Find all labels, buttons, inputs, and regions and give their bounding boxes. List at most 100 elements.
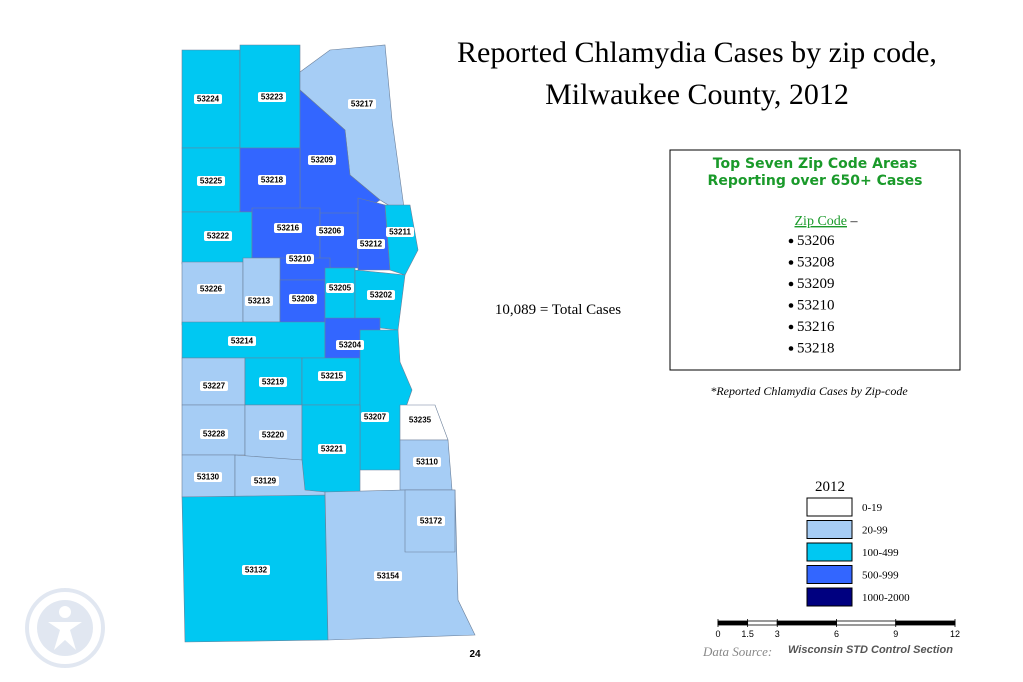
zip-label-bg xyxy=(242,565,270,575)
zip-label: 53110 xyxy=(416,458,438,467)
map: 53224 53223 53217 53209 53225 53218 53222 53216… xyxy=(181,44,476,643)
zip-area xyxy=(301,357,361,406)
box-heading: Top Seven Zip Code Areas xyxy=(713,156,917,172)
bullet xyxy=(788,324,794,330)
zip-label: 53216 xyxy=(277,224,300,233)
zip-label: 53205 xyxy=(329,284,352,293)
zip-label: 53130 xyxy=(197,473,220,482)
zip-label-bg xyxy=(348,99,376,109)
list-item: 53218 xyxy=(797,341,835,357)
zip-label: 53225 xyxy=(200,177,223,186)
zip-label-bg xyxy=(200,381,228,391)
scale-tick-label: 3 xyxy=(775,629,780,639)
dash: – xyxy=(850,214,859,229)
legend-label: 100-499 xyxy=(862,547,899,559)
legend-label: 500-999 xyxy=(862,570,899,582)
zip-label-bg xyxy=(367,290,395,300)
zip-area xyxy=(384,204,419,276)
zip-label: 53220 xyxy=(262,431,285,440)
zip-label: 53211 xyxy=(389,228,411,237)
data-source: Wisconsin STD Control Section xyxy=(788,644,953,656)
zip-label-bg xyxy=(228,336,256,346)
zip-label: 53132 xyxy=(245,566,268,575)
legend-title: 2012 xyxy=(815,479,845,495)
legend-swatch xyxy=(806,520,853,539)
legend-swatch xyxy=(806,497,853,517)
zip-label-bg xyxy=(259,377,287,387)
top-box xyxy=(669,149,961,371)
list-item: 53206 xyxy=(797,233,835,249)
total-cases: 10,089 = Total Cases xyxy=(495,302,621,318)
list-item: 53210 xyxy=(797,298,835,314)
zip-label: 53204 xyxy=(339,341,362,350)
scale-tick-label: 12 xyxy=(950,629,960,639)
zip-label-bg xyxy=(259,430,287,440)
zip-label-bg xyxy=(326,283,354,293)
zip-label-bg xyxy=(194,472,222,482)
bullet xyxy=(788,260,794,265)
zip-label-bg xyxy=(258,175,286,185)
zip-label-bg xyxy=(194,94,222,104)
zip-label: 53235 xyxy=(409,416,432,425)
zip-area xyxy=(251,207,321,261)
zip-label: 53210 xyxy=(289,255,312,264)
zip-label-bg xyxy=(274,223,302,233)
zip-label-bg xyxy=(318,444,346,454)
zip-area xyxy=(242,257,281,323)
zip-label-bg xyxy=(258,92,286,102)
logo xyxy=(25,588,105,668)
legend-label: 0-19 xyxy=(862,502,883,514)
zip-label: 53207 xyxy=(364,413,387,422)
scale-segment xyxy=(836,620,897,626)
zip-label: 53208 xyxy=(292,295,315,304)
zip-label: 53206 xyxy=(319,227,342,236)
data-source-label: Data Source: xyxy=(702,644,772,659)
zip-label: 53227 xyxy=(203,382,226,391)
zip-label-bg xyxy=(361,412,389,422)
zip-label: 53217 xyxy=(351,100,374,109)
zip-label: 53224 xyxy=(197,95,220,104)
zip-label-bg xyxy=(286,254,314,264)
bullet xyxy=(788,238,794,244)
scale-tick-label: 6 xyxy=(834,629,839,639)
zip-label-bg xyxy=(200,429,228,439)
box-heading: Reporting over 650+ Cases xyxy=(708,173,923,189)
page-number: 24 xyxy=(469,649,481,660)
title-line: Milwaukee County, 2012 xyxy=(545,78,849,111)
zip-label: 53222 xyxy=(207,232,230,241)
zip-label: 53219 xyxy=(262,378,285,387)
zip-label: 53154 xyxy=(377,572,400,581)
scale-tick-label: 0 xyxy=(715,629,720,639)
scale-segment xyxy=(747,620,778,626)
zip-label-bg xyxy=(308,155,336,165)
scale-tick-label: 9 xyxy=(893,629,898,639)
zip-label-bg xyxy=(336,340,364,350)
zip-label: 53226 xyxy=(200,285,223,294)
scale-segment xyxy=(717,620,749,626)
zip-label-bg xyxy=(197,176,225,186)
legend-label: 1000-2000 xyxy=(862,592,910,604)
note: *Reported Chlamydia Cases by Zip-code xyxy=(710,384,908,398)
zip-label: 53202 xyxy=(370,291,393,300)
zip-label: 53221 xyxy=(321,445,344,454)
legend-label: 20-99 xyxy=(862,525,888,537)
box-subheading: Zip Code – xyxy=(795,214,859,229)
zip-label-bg xyxy=(357,239,385,249)
zip-label-bg xyxy=(316,226,344,236)
list-item: 53209 xyxy=(797,276,835,292)
zip-label-bg xyxy=(245,296,273,306)
zip-label-bg xyxy=(374,571,402,581)
zip-label-bg xyxy=(197,284,225,294)
bullet xyxy=(788,303,794,308)
list-item: 53216 xyxy=(797,319,835,335)
zip-label: 53228 xyxy=(203,430,226,439)
bullet xyxy=(788,346,794,351)
zip-label: 53215 xyxy=(321,372,344,381)
zip-label-bg xyxy=(289,294,317,304)
scale-segment xyxy=(895,620,956,626)
list-item: 53208 xyxy=(797,255,835,271)
zip-label-bg xyxy=(417,516,445,526)
zip-label: 53129 xyxy=(254,477,277,486)
zip-label: 53218 xyxy=(261,176,284,185)
